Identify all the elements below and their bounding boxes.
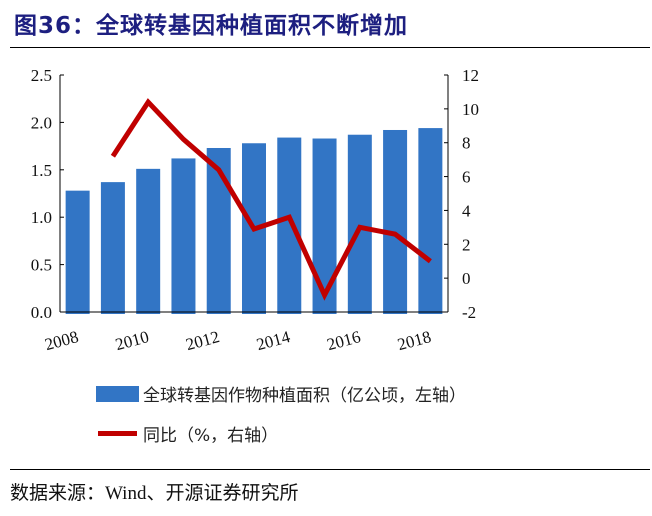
bar-2009 <box>100 182 125 314</box>
title-divider <box>10 47 650 48</box>
bar-2016 <box>347 134 372 314</box>
bar-2014 <box>277 137 302 314</box>
legend-label-line: 同比（%，右轴） <box>143 426 279 446</box>
right-tick-label: 0 <box>462 269 471 288</box>
legend-swatch-line <box>98 431 137 436</box>
right-tick-label: 4 <box>462 201 471 220</box>
left-tick-label: 2.5 <box>31 66 52 85</box>
right-tick-label: -2 <box>462 303 476 322</box>
source-divider <box>10 469 650 470</box>
bar-2012 <box>206 147 231 314</box>
left-tick-label: 1.5 <box>31 161 52 180</box>
legend-label-bar: 全球转基因作物种植面积（亿公顷，左轴） <box>143 386 466 406</box>
x-tick-label: 2018 <box>395 327 433 354</box>
right-tick-label: 12 <box>462 66 479 85</box>
bar-2010 <box>136 168 161 314</box>
yoy-line <box>110 98 432 301</box>
chart-title: 图36：全球转基因种植面积不断增加 <box>14 13 409 39</box>
x-tick-label: 2008 <box>43 327 81 354</box>
left-tick-label: 0.5 <box>31 256 52 275</box>
x-tick-label: 2012 <box>184 327 222 354</box>
bar-2018 <box>418 128 443 314</box>
source-note: 数据来源：Wind、开源证券研究所 <box>10 483 299 504</box>
left-tick-label: 1.0 <box>31 208 52 227</box>
legend-swatch-bar <box>96 385 139 402</box>
bar-2008 <box>65 190 90 314</box>
bar-2015 <box>312 138 337 314</box>
bar-2011 <box>171 158 196 314</box>
left-tick-label: 0.0 <box>31 303 52 322</box>
x-tick-label: 2010 <box>113 327 151 354</box>
right-tick-label: 2 <box>462 235 471 254</box>
legend-item-line: 同比（%，右轴） <box>96 421 278 446</box>
x-tick-label: 2014 <box>254 327 292 354</box>
chart-plot: 0.0 0.5 1.0 1.5 2.0 2.5 -2 0 2 4 6 8 10 12 2008 2010 201… <box>31 66 479 354</box>
right-tick-label: 8 <box>462 134 471 153</box>
left-tick-label: 2.0 <box>31 113 52 132</box>
legend-item-bar: 全球转基因作物种植面积（亿公顷，左轴） <box>96 381 466 406</box>
right-tick-label: 6 <box>462 168 471 187</box>
x-tick-label: 2016 <box>325 327 363 354</box>
bar-2017 <box>383 129 408 314</box>
right-tick-label: 10 <box>462 100 479 119</box>
